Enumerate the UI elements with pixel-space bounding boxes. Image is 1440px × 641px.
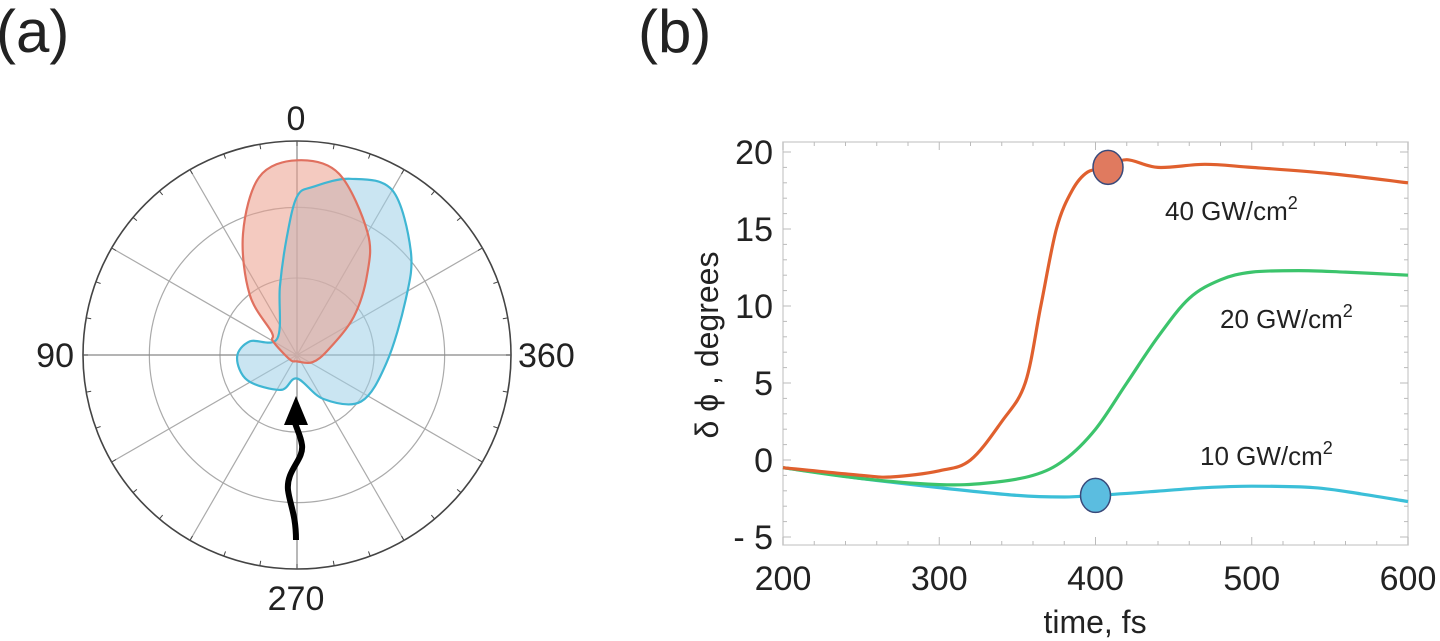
polar-tick [430,514,435,520]
polar-tick [95,426,101,429]
series-label-superscript: 2 [1343,301,1353,321]
polar-tick [493,281,499,284]
polar-tick [159,514,164,520]
polar-tick [132,488,138,493]
polar-lobe-fill [242,160,371,364]
x-tick-label: 200 [755,560,812,598]
series-label-superscript: 2 [1288,193,1298,213]
polar-tick [477,247,483,251]
y-tick-label: 15 [735,211,773,249]
x-tick-label: 500 [1223,560,1280,598]
arrow-head-icon [284,396,308,425]
wavy-arrow-line [284,410,306,541]
polar-tick [493,426,499,429]
panel-b-label: (b) [638,0,711,65]
polar-tick [95,281,101,284]
series-label: 40 GW/cm2 [1165,193,1298,226]
series-label-text: 20 GW/cm [1220,304,1343,334]
polar-tick [368,551,371,557]
polar-tick [456,488,462,493]
angle-label-left: 90 [36,337,74,375]
incident-wavy-arrow [284,396,308,541]
y-tick-label: 0 [754,442,773,480]
y-axis-label: δ ϕ , degrees [689,252,725,439]
y-tick-label: 5 [754,365,773,403]
polar-tick [111,247,117,251]
x-tick-label: 600 [1380,560,1437,598]
panel-a-label: (a) [0,0,69,65]
x-tick-labels: 200 300 400 500 600 [755,560,1437,598]
y-tick-label: 20 [735,134,773,172]
polar-tick [159,190,164,196]
angle-label-bottom: 270 [268,580,325,618]
polar-tick [430,190,435,196]
series-marker [1092,149,1124,186]
polar-tick [456,217,462,222]
series-line [782,158,1409,479]
polar-tick [502,390,508,393]
series-marker [1079,477,1112,514]
y-tick-label: 10 [735,288,773,326]
x-tick-label: 400 [1067,560,1124,598]
series-label-text: 10 GW/cm [1200,441,1323,471]
polar-tick [189,169,193,175]
series-label-text: 40 GW/cm [1165,196,1288,226]
polar-tick [401,535,405,541]
polar-tick [223,551,226,557]
polar-tick [132,217,138,222]
angle-label-right: 360 [518,337,575,375]
polar-tick [223,153,226,159]
series-markers [1079,149,1124,514]
polar-tick [189,535,193,541]
polar-tick [259,560,262,566]
polar-tick [259,144,262,150]
polar-tick [86,390,92,393]
polar-tick [111,459,117,463]
polar-tick [502,317,508,320]
polar-lobe-outline [241,159,372,365]
line-chart: 200 300 400 500 600 - 5 0 5 10 15 20 time, fs δ ϕ… [689,134,1436,640]
y-tick-label: - 5 [733,519,773,557]
series-label: 10 GW/cm2 [1200,438,1333,471]
x-axis-label: time, fs [1043,604,1146,640]
series-label: 20 GW/cm2 [1220,301,1353,334]
polar-plot: 0 90 270 360 [36,100,575,618]
polar-tick [332,560,335,566]
polar-lobe-outline [235,177,413,406]
axis-ticks [782,142,1409,545]
polar-series [235,159,413,406]
series-line [782,269,1409,487]
series-label-superscript: 2 [1323,438,1333,458]
polar-tick [477,459,483,463]
polar-tick [401,169,405,175]
polar-tick [368,153,371,159]
y-tick-labels: - 5 0 5 10 15 20 [733,134,773,557]
polar-tick [332,144,335,150]
angle-label-top: 0 [287,100,306,138]
x-tick-label: 300 [911,560,968,598]
polar-tick [86,317,92,320]
